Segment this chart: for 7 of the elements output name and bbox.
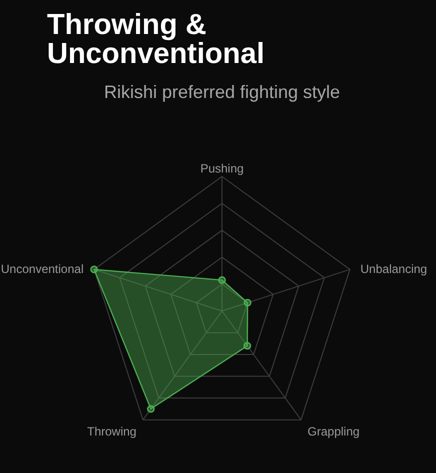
chart-title: Throwing & Unconventional <box>47 9 265 70</box>
spoke-label: Unconventional <box>0 262 84 276</box>
spoke-label: Grappling <box>308 424 360 439</box>
spoke-label: Pushing <box>200 162 244 176</box>
spoke-label: Unbalancing <box>360 262 428 276</box>
spoke-label: Throwing <box>87 424 136 439</box>
chart-subtitle: Rikishi preferred fighting style <box>104 82 340 102</box>
